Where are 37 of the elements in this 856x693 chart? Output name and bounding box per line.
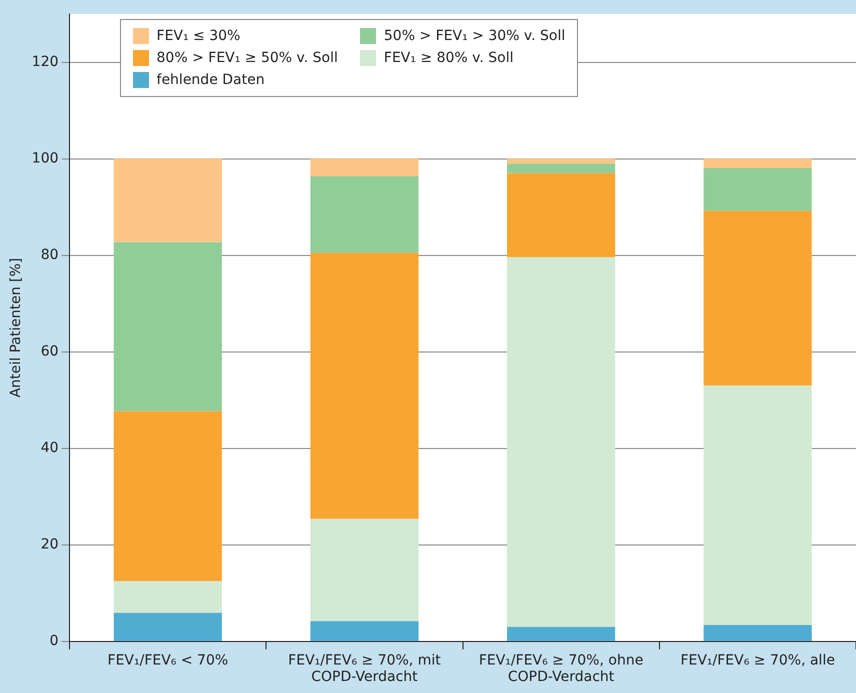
bar	[507, 257, 616, 627]
bar	[704, 158, 812, 168]
y-tick-label: 80	[40, 246, 59, 263]
bar	[310, 621, 419, 641]
bar	[310, 176, 419, 253]
bar	[114, 411, 222, 582]
legend-label: 80% > FEV₁ ≥ 50% v. Soll	[156, 50, 338, 66]
y-tick-label: 100	[32, 150, 59, 166]
bar	[704, 168, 812, 211]
bar	[310, 252, 419, 519]
bar	[507, 158, 616, 164]
x-tick-label: FEV₁/FEV₆ ≥ 70%, ohne COPD-Verdacht	[478, 652, 644, 686]
legend-label: FEV₁ ≤ 30%	[156, 28, 240, 44]
x-tick-label: FEV₁/FEV₆ < 70%	[108, 652, 228, 668]
bar	[114, 242, 222, 412]
bar	[114, 158, 222, 242]
y-tick-label: 0	[50, 633, 59, 650]
y-tick-label: 40	[40, 440, 59, 456]
legend-label: 50% > FEV₁ > 30% v. Soll	[384, 28, 566, 44]
bar	[507, 626, 616, 641]
y-tick-label: 60	[40, 343, 59, 360]
legend-label: FEV₁ ≥ 80% v. Soll	[384, 50, 514, 66]
bar	[704, 386, 812, 625]
bar	[310, 158, 419, 176]
x-tick-label: FEV₁/FEV₆ ≥ 70%, alle	[680, 652, 835, 668]
legend-label: fehlende Daten	[156, 72, 265, 88]
y-axis-title: Anteil Patienten [%]	[8, 258, 24, 398]
y-tick-label: 120	[32, 54, 59, 70]
bar	[507, 173, 616, 258]
bar	[704, 624, 812, 641]
x-tick-label: FEV₁/FEV₆ ≥ 70%, mit COPD-Verdacht	[288, 652, 442, 686]
bar	[507, 164, 616, 174]
bar	[114, 581, 222, 613]
bar	[310, 518, 419, 622]
y-tick-label: 20	[40, 536, 59, 553]
bar	[114, 612, 222, 641]
bar	[704, 210, 812, 386]
